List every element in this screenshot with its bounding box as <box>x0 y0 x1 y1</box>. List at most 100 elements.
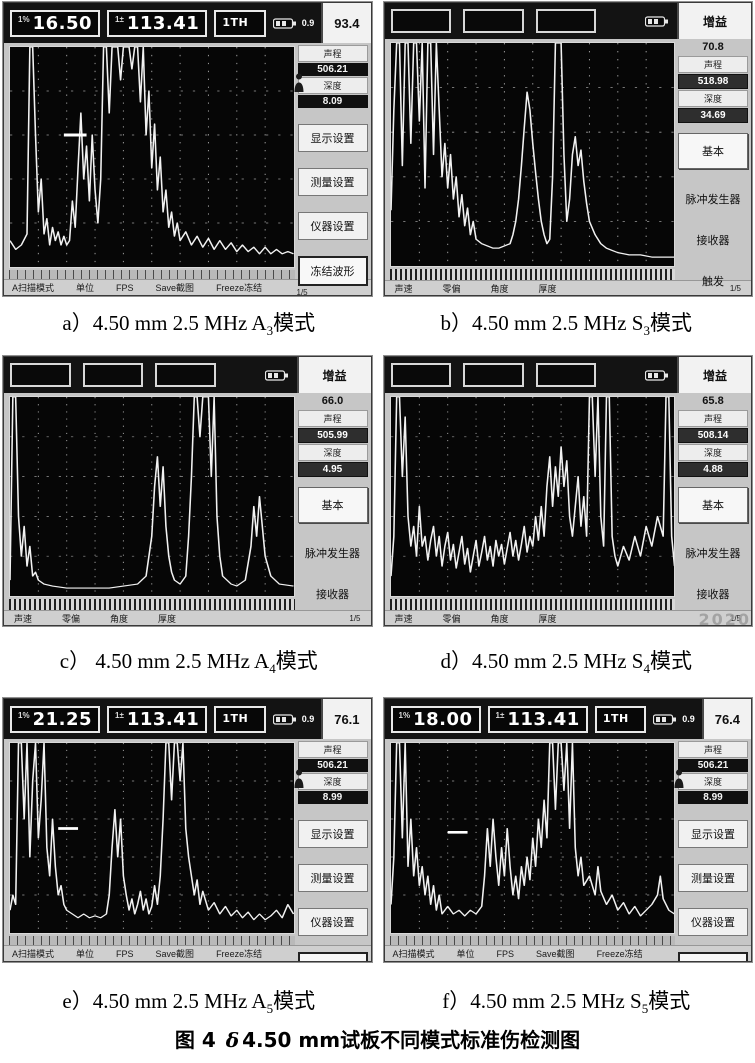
caption-row-3: e）4.50 mm 2.5 MHz A5模式 f）4.50 mm 2.5 MHz… <box>0 981 755 1029</box>
menu-button-基本[interactable]: 基本 <box>678 133 748 169</box>
function-key-4[interactable]: Save截图 <box>155 949 195 959</box>
function-key-1[interactable]: A扫描模式 <box>12 949 55 959</box>
tab-零偏[interactable]: 零偏 <box>442 613 461 624</box>
menu-button-显示设置[interactable]: 显示设置 <box>678 820 748 848</box>
menu-button-脉冲发生器[interactable]: 脉冲发生器 <box>685 548 741 560</box>
function-key-2[interactable]: 单位 <box>76 283 95 293</box>
page-indicator: 1/5 <box>296 288 308 296</box>
function-key-1[interactable]: A扫描模式 <box>12 283 55 293</box>
param-label: 深度 <box>678 90 748 107</box>
gate-box-3 <box>535 9 596 33</box>
measurement-readout-2: 1± 113.41 <box>487 705 588 733</box>
menu-button-基本[interactable]: 基本 <box>678 487 748 523</box>
caption-a-tail: 模式 <box>273 311 316 335</box>
gate-readout-boxes <box>390 9 596 33</box>
tab-角度[interactable]: 角度 <box>110 613 129 624</box>
scale-ruler <box>9 270 295 279</box>
caption-a-sub: 3 <box>266 323 274 339</box>
caption-a-lead: a） <box>62 311 93 335</box>
tab-厚度[interactable]: 厚度 <box>538 613 557 624</box>
function-key-3[interactable]: FPS <box>116 948 134 959</box>
menu-button-仪器设置[interactable]: 仪器设置 <box>297 908 368 936</box>
panel-header: 1% 21.25 1± 113.41 1TH 0.9 76.1 <box>4 699 371 739</box>
gain-tile[interactable]: 76.1 <box>321 699 371 739</box>
gain-tile[interactable]: 增益 <box>677 357 751 393</box>
param-label: 声程 <box>678 741 748 758</box>
gate-box-1 <box>390 9 451 33</box>
function-key-2[interactable]: 单位 <box>76 949 95 959</box>
bottom-tab-bar: 声速 零偏 角度 厚度 1/5 <box>384 280 751 295</box>
caption-row-1: a）4.50 mm 2.5 MHz A3模式 b）4.50 mm 2.5 MHz… <box>0 303 755 351</box>
menu-button-仪器设置[interactable]: 仪器设置 <box>297 212 368 240</box>
function-key-5[interactable]: Freeze冻结 <box>216 283 263 293</box>
gate-box-3 <box>535 363 596 387</box>
readout-value: 1TH <box>222 15 249 29</box>
menu-button-冻结波形[interactable]: 冻结波形 <box>297 952 368 961</box>
caption-c-body: 4.50 mm 2.5 MHz A <box>90 649 270 673</box>
menu-button-仪器设置[interactable]: 仪器设置 <box>678 908 748 936</box>
function-key-5[interactable]: Freeze冻结 <box>216 949 263 959</box>
caption-e-tail: 模式 <box>273 989 316 1013</box>
tab-声速[interactable]: 声速 <box>394 283 413 294</box>
menu-button-接收器[interactable]: 接收器 <box>316 589 349 601</box>
function-key-4[interactable]: Save截图 <box>536 949 575 959</box>
page-indicator: 1/5 <box>729 613 741 623</box>
scale-ruler <box>389 269 675 280</box>
caption-f-body: 4.50 mm 2.5 MHz S <box>470 989 642 1013</box>
menu-button-显示设置[interactable]: 显示设置 <box>297 820 368 848</box>
readout-gate-label: 1± <box>495 710 505 720</box>
function-key-5[interactable]: Freeze冻结 <box>596 949 643 959</box>
menu-button-显示设置[interactable]: 显示设置 <box>297 124 368 152</box>
panel-row-2: 增益66.0声程505.99深度4.95基本脉冲发生器接收器触发自动校准声速零偏… <box>3 356 752 626</box>
tab-角度[interactable]: 角度 <box>490 613 509 624</box>
menu-button-接收器[interactable]: 接收器 <box>696 235 730 247</box>
tab-厚度[interactable]: 厚度 <box>158 613 177 624</box>
watermark-2020: 2020 <box>698 610 751 629</box>
menu-button-接收器[interactable]: 接收器 <box>696 589 730 601</box>
menu-button-测量设置[interactable]: 测量设置 <box>678 864 748 892</box>
gain-tile[interactable]: 93.4 <box>321 3 371 43</box>
function-key-3[interactable]: FPS <box>496 948 515 959</box>
figure-title: 图 4 δ 4.50 mm试板不同模式标准伤检测图 <box>0 1024 755 1053</box>
menu-button-测量设置[interactable]: 测量设置 <box>297 168 368 196</box>
caption-c: c） 4.50 mm 2.5 MHz A4模式 <box>0 641 378 689</box>
menu-button-脉冲发生器[interactable]: 脉冲发生器 <box>305 548 360 560</box>
readout-value: 113.41 <box>126 12 200 34</box>
menu-button-冻结波形[interactable]: 冻结波形 <box>678 952 748 961</box>
menu-button-触发[interactable]: 触发 <box>702 276 724 288</box>
menu-button-基本[interactable]: 基本 <box>297 487 368 523</box>
ascan-display <box>9 46 295 268</box>
parameter-readouts: 声程 506.21 深度 8.99 <box>678 741 748 804</box>
tab-零偏[interactable]: 零偏 <box>62 613 81 624</box>
menu-button-测量设置[interactable]: 测量设置 <box>297 864 368 892</box>
caption-e-lead: e） <box>62 989 93 1013</box>
function-key-3[interactable]: FPS <box>116 282 134 293</box>
tab-声速[interactable]: 声速 <box>394 613 413 624</box>
caption-f: f）4.50 mm 2.5 MHz S5模式 <box>378 981 755 1029</box>
param-value: 8.99 <box>678 791 748 804</box>
function-key-4[interactable]: Save截图 <box>155 283 195 293</box>
battery-value: 0.9 <box>301 18 315 28</box>
scan-column <box>385 393 675 610</box>
menu-button-触发[interactable]: 触发 <box>298 624 368 625</box>
menu-button-脉冲发生器[interactable]: 脉冲发生器 <box>685 194 741 206</box>
param-value: 506.21 <box>297 63 368 76</box>
gain-tile[interactable]: 增益 <box>677 3 751 39</box>
tab-声速[interactable]: 声速 <box>14 613 33 624</box>
gain-tile[interactable]: 76.4 <box>701 699 751 739</box>
function-key-1[interactable]: A扫描模式 <box>392 949 435 959</box>
tab-角度[interactable]: 角度 <box>490 283 509 294</box>
tab-厚度[interactable]: 厚度 <box>538 283 557 294</box>
menu-button-冻结波形[interactable]: 冻结波形 <box>297 256 368 286</box>
caption-d-lead: d） <box>440 649 472 673</box>
caption-c-sub: 4 <box>269 661 276 677</box>
gate-box-2 <box>82 363 143 387</box>
tab-零偏[interactable]: 零偏 <box>442 283 461 294</box>
caption-row-2: c） 4.50 mm 2.5 MHz A4模式 d） 4.50 mm 2.5 MH… <box>0 641 755 689</box>
function-key-2[interactable]: 单位 <box>456 949 475 959</box>
gain-tile[interactable]: 增益 <box>296 357 371 393</box>
